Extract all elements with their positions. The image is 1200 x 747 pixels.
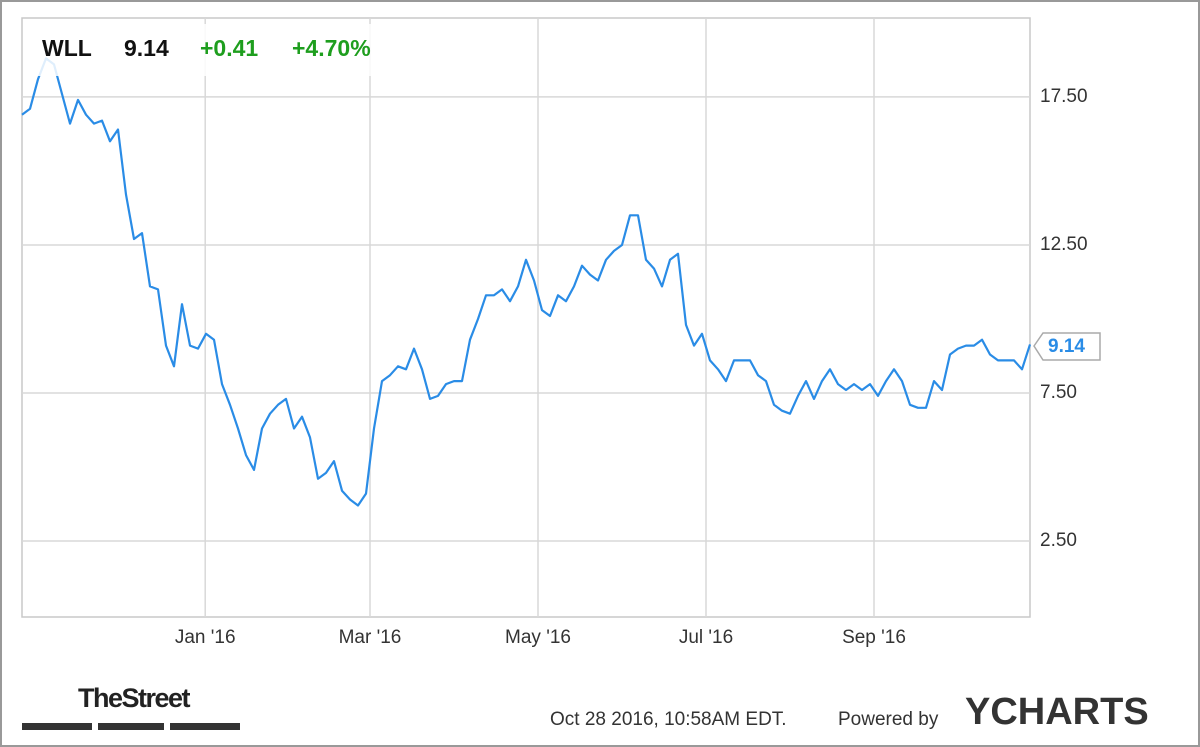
change: +0.41 [200,35,258,61]
price: 9.14 [124,35,169,61]
logo-bar [98,723,164,730]
x-tick-label: Jan '16 [175,627,236,648]
y-tick-label: 2.50 [1040,530,1077,551]
change-pct: +4.70% [292,35,371,61]
x-tick-label: Sep '16 [842,627,906,648]
powered-by: Powered by [838,709,939,730]
x-tick-label: Mar '16 [339,627,402,648]
timestamp: Oct 28 2016, 10:58AM EDT. [550,709,787,730]
y-tick-label: 12.50 [1040,234,1088,255]
x-tick-label: May '16 [505,627,571,648]
end-label: 9.14 [1048,336,1085,357]
y-tick-label: 17.50 [1040,86,1088,107]
x-tick-label: Jul '16 [679,627,733,648]
plot-area [21,17,1031,618]
y-tick-label: 7.50 [1040,382,1077,403]
source-logo: TheStreet [78,683,191,713]
end-flag [1033,332,1101,361]
logo-bar [22,723,92,730]
header-box [30,24,416,76]
logo-bar [170,723,240,730]
ticker: WLL [42,35,92,61]
price-line [21,57,1032,507]
brand: YCHARTS [965,691,1149,733]
